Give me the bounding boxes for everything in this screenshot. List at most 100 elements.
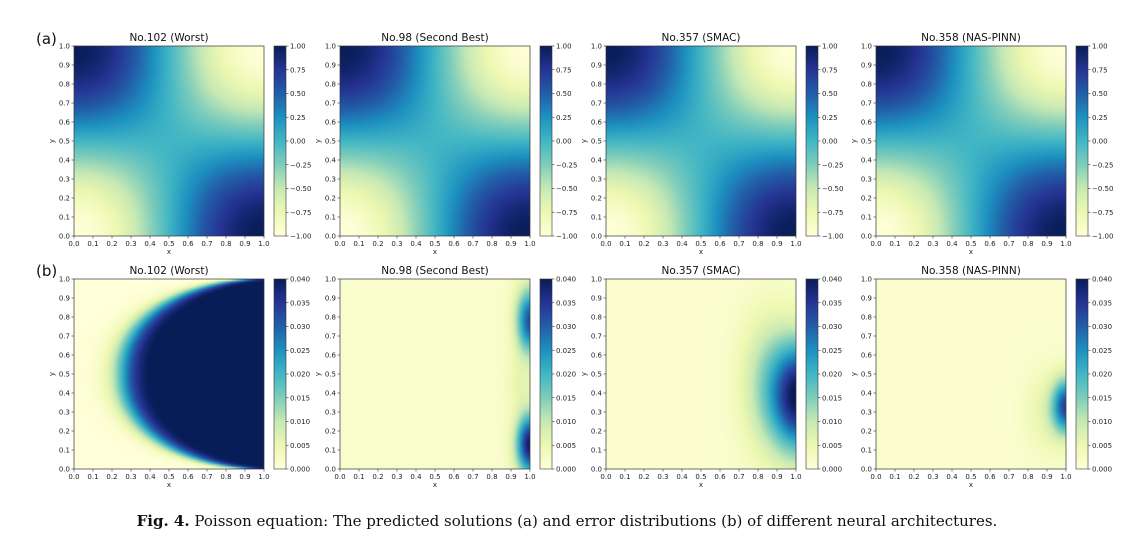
colorbar-tick-label: 0.040 xyxy=(290,276,310,284)
x-tick-label: 0.7 xyxy=(733,473,744,481)
colorbar-tick-label: 0.75 xyxy=(822,66,838,74)
y-tick-label: 0.2 xyxy=(325,428,336,436)
x-tick-label: 0.7 xyxy=(1003,473,1014,481)
x-tick-label: 0.4 xyxy=(946,473,958,481)
x-tick-label: 0.2 xyxy=(106,473,117,481)
panel-title: No.98 (Second Best) xyxy=(381,32,489,44)
colorbar-tick-label: 0.025 xyxy=(822,347,842,355)
colorbar-tick-label: 0.50 xyxy=(290,90,306,98)
y-tick-label: 0.4 xyxy=(325,157,337,165)
panel-a-1: No.102 (Worst) 0.0 0.1 0.2 0.3 0.4 0.5 0.6 0.7 0.… xyxy=(48,32,311,256)
y-tick-label: 0.5 xyxy=(59,138,70,146)
x-tick-label: 0.5 xyxy=(163,240,174,248)
colorbar xyxy=(539,45,553,237)
x-tick-label: 0.9 xyxy=(505,240,516,248)
panel-title: No.357 (SMAC) xyxy=(661,32,740,44)
colorbar-tick-label: 0.00 xyxy=(1092,138,1108,146)
x-tick-label: 0.8 xyxy=(1022,240,1033,248)
x-tick-label: 0.3 xyxy=(391,240,402,248)
x-tick-label: 0.9 xyxy=(239,240,250,248)
colorbar-tick-label: −0.25 xyxy=(556,161,577,169)
y-axis-label: y xyxy=(48,372,56,376)
x-tick-label: 1.0 xyxy=(258,240,269,248)
x-tick-label: 1.0 xyxy=(258,473,269,481)
x-tick-label: 0.6 xyxy=(182,240,194,248)
y-axis-label: y xyxy=(48,139,56,143)
y-tick-label: 0.3 xyxy=(591,176,602,184)
y-tick-label: 0.1 xyxy=(591,214,602,222)
x-axis-label: x xyxy=(167,481,171,489)
colorbar-tick-label: 0.50 xyxy=(556,90,572,98)
colorbar-tick-label: 0.25 xyxy=(290,114,306,122)
colorbar-tick-label: −0.50 xyxy=(1092,185,1113,193)
y-tick-label: 0.7 xyxy=(59,100,70,108)
y-tick-label: 0.7 xyxy=(325,333,336,341)
colorbar-tick-label: −0.50 xyxy=(822,185,843,193)
colorbar-tick-label: −0.75 xyxy=(556,209,577,217)
x-tick-label: 1.0 xyxy=(524,240,535,248)
colorbar-tick-label: 0.020 xyxy=(1092,371,1112,379)
x-axis-label: x xyxy=(433,481,437,489)
x-axis-label: x xyxy=(167,248,171,256)
x-tick-label: 0.3 xyxy=(657,240,668,248)
y-tick-label: 0.6 xyxy=(861,119,873,127)
y-tick-label: 1.0 xyxy=(325,43,336,51)
x-tick-label: 0.3 xyxy=(125,240,136,248)
colorbar-tick-label: −0.25 xyxy=(290,161,311,169)
y-tick-label: 0.8 xyxy=(861,314,872,322)
x-tick-label: 0.0 xyxy=(334,240,345,248)
x-tick-label: 0.0 xyxy=(870,240,881,248)
y-tick-label: 0.9 xyxy=(591,295,602,303)
heatmap-field xyxy=(340,46,530,236)
x-tick-label: 0.1 xyxy=(889,240,900,248)
y-tick-label: 0.7 xyxy=(861,100,872,108)
y-tick-label: 0.3 xyxy=(861,176,872,184)
y-tick-label: 0.4 xyxy=(59,390,71,398)
y-tick-label: 0.2 xyxy=(861,428,872,436)
x-tick-label: 0.5 xyxy=(163,473,174,481)
y-tick-label: 0.0 xyxy=(59,233,70,241)
y-axis-label: y xyxy=(580,139,588,143)
colorbar-tick-label: 0.00 xyxy=(556,138,572,146)
x-tick-label: 0.6 xyxy=(984,240,996,248)
y-tick-label: 0.7 xyxy=(591,333,602,341)
x-tick-label: 0.2 xyxy=(908,473,919,481)
x-tick-label: 0.6 xyxy=(714,473,726,481)
y-tick-label: 0.5 xyxy=(325,138,336,146)
colorbar xyxy=(273,278,287,470)
x-tick-label: 0.0 xyxy=(68,473,79,481)
x-tick-label: 0.2 xyxy=(638,240,649,248)
colorbar-tick-label: 0.040 xyxy=(822,276,842,284)
colorbar-tick-label: −0.25 xyxy=(822,161,843,169)
y-tick-label: 0.6 xyxy=(325,352,337,360)
colorbar-tick-label: 0.040 xyxy=(1092,276,1112,284)
y-tick-label: 0.3 xyxy=(861,409,872,417)
panel-a-4: No.358 (NAS-PINN) 0.0 0.1 0.2 0.3 0.4 0.5 0.6 0.… xyxy=(850,32,1113,256)
x-tick-label: 0.0 xyxy=(600,473,611,481)
x-tick-label: 0.5 xyxy=(695,473,706,481)
x-tick-label: 0.9 xyxy=(1041,240,1052,248)
x-tick-label: 0.6 xyxy=(448,473,460,481)
panel-b-1: No.102 (Worst) 0.0 0.1 0.2 0.3 0.4 0.5 0.6 0.7 0.… xyxy=(48,265,310,489)
x-tick-label: 0.6 xyxy=(448,240,460,248)
heatmap-field xyxy=(74,46,264,236)
colorbar-tick-label: 0.030 xyxy=(822,323,842,331)
figure: (a) (b) No.102 (Worst) 0.0 0.1 0.2 0.3 0.4 0.5… xyxy=(36,30,1113,489)
y-tick-label: 0.2 xyxy=(591,428,602,436)
panel-title: No.102 (Worst) xyxy=(129,265,208,277)
y-tick-label: 0.9 xyxy=(59,295,70,303)
x-axis-label: x xyxy=(969,481,973,489)
x-tick-label: 0.4 xyxy=(676,240,688,248)
panel-title: No.98 (Second Best) xyxy=(381,265,489,277)
y-tick-label: 1.0 xyxy=(591,276,602,284)
colorbar-tick-label: 1.00 xyxy=(822,43,838,51)
x-tick-label: 1.0 xyxy=(1060,240,1071,248)
x-axis-label: x xyxy=(699,248,703,256)
y-tick-label: 0.6 xyxy=(59,119,71,127)
y-tick-label: 0.7 xyxy=(325,100,336,108)
panel-b-3: No.357 (SMAC) 0.0 0.1 0.2 0.3 0.4 0.5 0.6 0.7 0.8… xyxy=(580,265,842,489)
x-tick-label: 0.0 xyxy=(600,240,611,248)
x-tick-label: 0.8 xyxy=(220,240,231,248)
y-tick-label: 0.8 xyxy=(591,81,602,89)
x-tick-label: 1.0 xyxy=(524,473,535,481)
